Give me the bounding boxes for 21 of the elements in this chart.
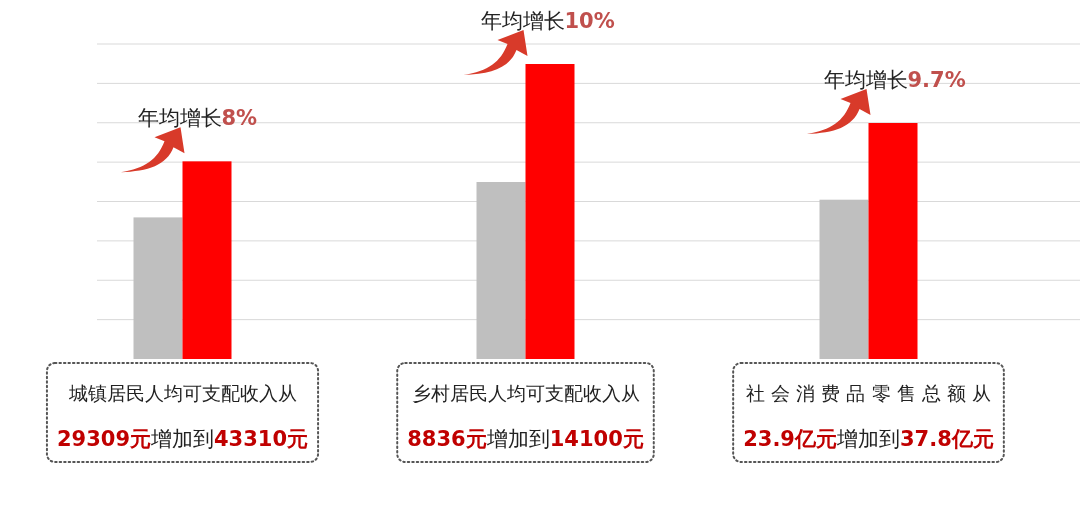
bar <box>819 199 869 359</box>
bar <box>133 217 183 359</box>
text: 37.8亿元 <box>900 427 994 451</box>
bar <box>182 161 232 359</box>
text: 城镇居民人均可支配收入从 <box>67 382 297 404</box>
text: 14100元 <box>549 427 644 451</box>
text: 10% <box>564 9 615 33</box>
bar <box>868 123 918 359</box>
text: 增加到 <box>150 427 214 451</box>
bar <box>476 182 526 359</box>
annotation: 9.7% <box>907 68 966 92</box>
text: 乡村居民人均可支配收入从 <box>411 382 640 404</box>
annotation: 8% <box>221 106 258 131</box>
text: 8836元 <box>407 427 487 451</box>
bar <box>525 64 575 359</box>
text: 43310元 <box>214 427 309 451</box>
text: 增加到 <box>836 427 900 451</box>
text: 社 会 消 费 品 零 售 总 额 从 <box>746 382 991 404</box>
text: 增加到 <box>485 427 550 451</box>
text: 23.9亿元 <box>743 427 837 451</box>
text: 29309元 <box>56 427 151 451</box>
